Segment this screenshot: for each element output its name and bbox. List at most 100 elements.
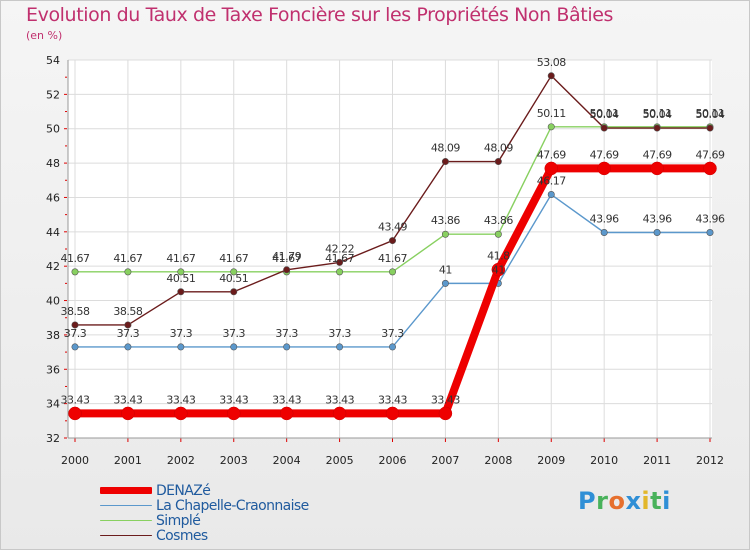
data-label-cosmes: 41.79	[272, 250, 301, 263]
y-tick-label: 54	[46, 54, 60, 67]
data-point-cosmes	[494, 158, 502, 166]
x-tick-label: 2005	[326, 454, 354, 467]
data-label-denaze: 33.43	[378, 393, 407, 406]
data-label-cosmes: 43.49	[378, 221, 407, 234]
data-label-la-chapelle-craonnaise: 46.17	[537, 175, 566, 188]
data-label-la-chapelle-craonnaise: 41	[492, 263, 505, 276]
data-label-simple: 41.67	[219, 252, 248, 265]
data-point-la-chapelle-craonnaise	[600, 229, 608, 237]
data-label-denaze: 47.69	[696, 148, 725, 161]
data-point-cosmes	[600, 124, 608, 132]
data-point-simple	[389, 268, 397, 276]
legend-label-la-chapelle-craonnaise: La Chapelle-Craonnaise	[156, 498, 309, 514]
legend-label-simple: Simplé	[156, 513, 201, 529]
legend-swatch-denaze	[100, 487, 152, 494]
chart-unit-label: (en %)	[26, 29, 63, 42]
data-point-la-chapelle-craonnaise	[124, 343, 132, 351]
x-tick-label: 2008	[484, 454, 512, 467]
logo-letter: x	[625, 487, 642, 515]
data-point-cosmes	[547, 72, 555, 80]
data-point-la-chapelle-craonnaise	[706, 229, 714, 237]
data-point-la-chapelle-craonnaise	[441, 279, 449, 287]
data-label-denaze: 33.43	[166, 393, 195, 406]
data-label-denaze: 47.69	[643, 148, 672, 161]
data-label-simple: 50.11	[537, 107, 566, 120]
logo-letter: i	[641, 487, 651, 515]
data-label-denaze: 33.43	[272, 393, 301, 406]
y-tick-label: 42	[46, 260, 60, 273]
data-label-cosmes: 40.51	[219, 272, 248, 285]
data-label-denaze: 47.69	[537, 148, 566, 161]
data-label-la-chapelle-craonnaise: 37.3	[275, 327, 298, 340]
axes: 32 34 36 38 40 42 44 46 48 50 52 54 2000 2001 2002 2003…	[46, 54, 724, 467]
data-label-cosmes: 50.04	[696, 108, 725, 121]
data-label-la-chapelle-craonnaise: 43.96	[696, 213, 725, 226]
legend-label-denaze: DENAZé	[156, 483, 211, 499]
data-point-denaze	[227, 406, 241, 421]
data-label-denaze: 47.69	[590, 148, 619, 161]
data-point-denaze	[544, 161, 559, 176]
data-label-la-chapelle-craonnaise: 37.3	[170, 327, 193, 340]
x-tick-label: 2002	[167, 454, 195, 467]
data-point-denaze	[438, 406, 453, 421]
data-point-denaze	[121, 406, 135, 421]
data-point-simple	[230, 268, 238, 276]
x-tick-label: 2001	[114, 454, 142, 467]
data-label-cosmes: 40.51	[166, 272, 195, 285]
data-point-la-chapelle-craonnaise	[336, 343, 344, 351]
chart-title: Evolution du Taux de Taxe Foncière sur l…	[26, 4, 614, 26]
data-point-denaze	[174, 406, 188, 421]
gridlines	[68, 59, 712, 439]
data-label-la-chapelle-craonnaise: 37.3	[64, 327, 87, 340]
data-point-simple	[441, 230, 449, 238]
data-label-la-chapelle-craonnaise: 43.96	[643, 213, 672, 226]
legend-swatch-cosmes	[100, 535, 152, 536]
y-tick-label: 32	[46, 432, 60, 445]
x-tick-label: 2007	[431, 454, 459, 467]
data-labels: 33.43 33.43 33.43 33.43 33.43 33.43 33.43 33.43…	[61, 56, 726, 407]
x-tick-label: 2000	[61, 454, 89, 467]
data-point-simple	[547, 123, 555, 131]
y-tick-label: 50	[46, 123, 60, 136]
legend-swatch-simple	[100, 520, 152, 521]
y-tick-label: 40	[46, 295, 60, 308]
data-point-cosmes	[177, 288, 185, 296]
x-tick-label: 2009	[537, 454, 565, 467]
data-label-la-chapelle-craonnaise: 37.3	[117, 327, 140, 340]
data-point-simple	[336, 268, 344, 276]
series-lines	[68, 72, 717, 421]
data-point-denaze	[332, 406, 347, 421]
data-point-cosmes	[706, 124, 714, 132]
data-point-cosmes	[124, 321, 132, 329]
data-point-la-chapelle-craonnaise	[547, 191, 555, 199]
data-point-denaze	[703, 161, 717, 176]
data-label-la-chapelle-craonnaise: 37.3	[381, 327, 404, 340]
data-point-cosmes	[441, 158, 449, 166]
data-point-simple	[124, 268, 132, 276]
data-point-cosmes	[283, 266, 291, 274]
data-label-simple: 41.67	[378, 252, 407, 265]
data-point-denaze	[68, 406, 82, 421]
data-point-cosmes	[389, 237, 397, 245]
data-point-denaze	[385, 406, 400, 421]
data-point-la-chapelle-craonnaise	[177, 343, 185, 351]
data-label-simple: 41.67	[61, 252, 90, 265]
data-point-cosmes	[71, 321, 79, 329]
x-tick-label: 2010	[590, 454, 618, 467]
data-label-simple: 50.11	[590, 107, 619, 120]
logo-letter: P	[578, 487, 597, 515]
data-point-cosmes	[230, 288, 238, 296]
data-point-cosmes	[653, 124, 661, 132]
data-point-la-chapelle-craonnaise	[71, 343, 79, 351]
data-label-cosmes: 48.09	[484, 142, 513, 155]
data-point-la-chapelle-craonnaise	[283, 343, 291, 351]
data-label-cosmes: 48.09	[431, 142, 460, 155]
data-point-denaze	[279, 406, 294, 421]
data-label-la-chapelle-craonnaise: 37.3	[328, 327, 351, 340]
data-label-simple: 41.67	[166, 252, 195, 265]
data-label-cosmes: 50.04	[590, 108, 619, 121]
data-label-cosmes: 53.08	[537, 56, 566, 69]
logo-letter: o	[608, 487, 626, 515]
data-point-denaze	[650, 161, 664, 176]
